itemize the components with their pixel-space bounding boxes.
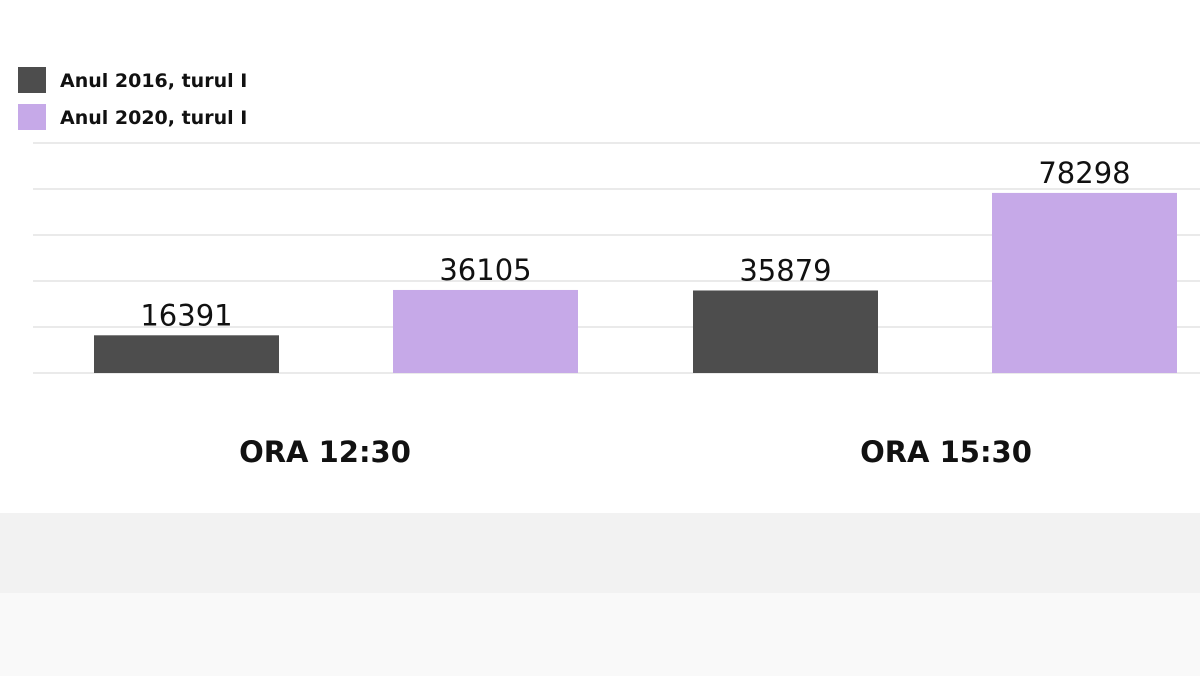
legend: Anul 2016, turul I Anul 2020, turul I [18, 67, 247, 130]
legend-swatch-2 [18, 104, 46, 130]
category-labels: ORA 12:30 ORA 15:30 [239, 435, 1032, 469]
legend-label-2: Anul 2020, turul I [60, 107, 247, 129]
bar-ora-12-30-series-2 [393, 289, 578, 373]
category-label-ora-15-30: ORA 15:30 [860, 435, 1032, 469]
value-label-ora-12-30-series-1: 16391 [140, 298, 232, 332]
bar-ora-15-30-series-2 [992, 192, 1177, 373]
bar-chart: Anul 2016, turul I Anul 2020, turul I 163… [18, 67, 1200, 469]
value-label-ora-12-30-series-2: 36105 [439, 253, 531, 287]
value-label-ora-15-30-series-1: 35879 [739, 253, 831, 287]
bar-ora-15-30-series-1 [693, 290, 878, 373]
value-labels: 16391 36105 35879 78298 [140, 156, 1130, 332]
footer-band [0, 513, 1200, 593]
bars [94, 192, 1177, 373]
bar-ora-12-30-series-1 [94, 335, 279, 373]
value-label-ora-15-30-series-2: 78298 [1038, 156, 1130, 190]
legend-swatch-1 [18, 67, 46, 93]
category-label-ora-12-30: ORA 12:30 [239, 435, 411, 469]
legend-label-1: Anul 2016, turul I [60, 70, 247, 92]
footer-band-lower [0, 593, 1200, 676]
